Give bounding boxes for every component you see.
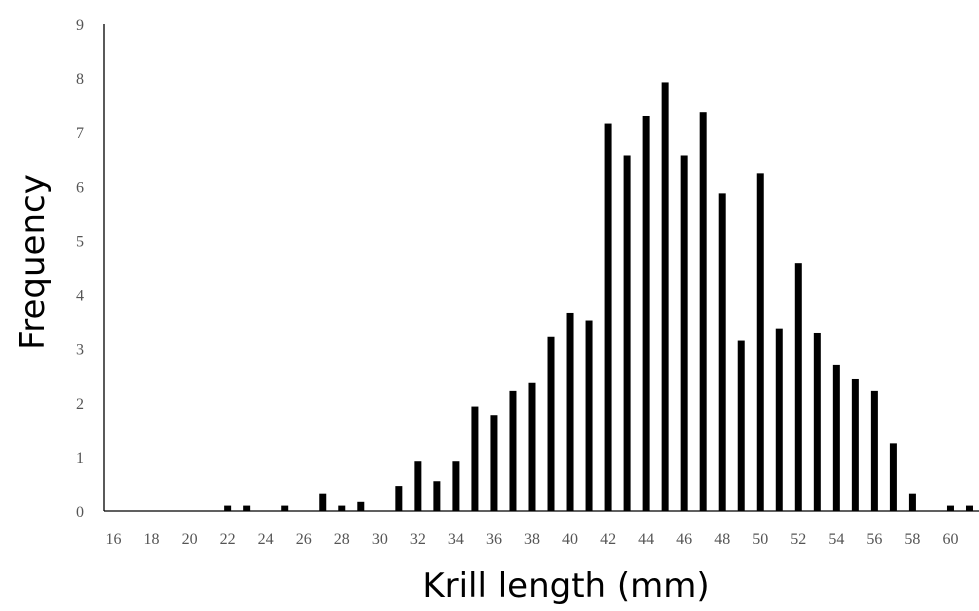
x-tick-label: 16 (106, 531, 122, 548)
x-tick-label: 46 (676, 531, 692, 548)
bar-22 (224, 505, 232, 511)
x-tick-label: 32 (410, 531, 426, 548)
y-tick-label: 0 (76, 504, 84, 521)
x-tick-label: 34 (448, 531, 464, 548)
bar-23 (243, 505, 251, 511)
x-tick-label: 40 (562, 531, 578, 548)
x-tick-label: 38 (524, 531, 540, 548)
x-tick-label: 50 (752, 531, 768, 548)
y-tick-label: 1 (76, 450, 84, 467)
x-tick-label: 54 (828, 531, 844, 548)
x-tick-label: 26 (296, 531, 312, 548)
x-tick-label: 30 (372, 531, 388, 548)
bar-58 (908, 493, 916, 511)
bar-47 (699, 112, 707, 511)
bar-48 (718, 193, 726, 511)
bar-53 (813, 332, 821, 511)
y-axis-title: Frequency (13, 174, 53, 350)
y-tick-label: 8 (76, 71, 84, 88)
x-tick-label: 60 (942, 531, 958, 548)
y-tick-label: 6 (76, 179, 84, 196)
bar-49 (737, 340, 745, 511)
bar-45 (661, 82, 669, 511)
bar-39 (547, 336, 555, 511)
histogram-bars (224, 82, 973, 512)
x-tick-label: 28 (334, 531, 350, 548)
y-tick-label: 9 (76, 17, 84, 34)
bar-46 (680, 155, 688, 512)
x-tick-label: 18 (144, 531, 160, 548)
x-tick-label: 22 (220, 531, 236, 548)
bar-33 (433, 481, 441, 511)
bar-25 (281, 505, 289, 511)
bar-40 (566, 312, 574, 511)
bar-52 (794, 263, 802, 511)
y-tick-label: 4 (76, 288, 84, 305)
bar-41 (585, 320, 593, 511)
x-tick-label: 36 (486, 531, 502, 548)
bar-28 (338, 505, 346, 511)
x-tick-label: 52 (790, 531, 806, 548)
bar-37 (509, 390, 517, 511)
bar-29 (357, 501, 365, 511)
bar-51 (775, 328, 783, 511)
bar-32 (414, 461, 422, 511)
bar-38 (528, 382, 536, 511)
y-tick-label: 3 (76, 342, 84, 359)
bar-60 (946, 505, 954, 511)
bar-56 (870, 390, 878, 511)
x-tick-label: 58 (904, 531, 920, 548)
bar-27 (319, 493, 327, 511)
x-tick-label: 42 (600, 531, 616, 548)
x-tick-label: 24 (258, 531, 274, 548)
y-tick-label: 5 (76, 233, 84, 250)
y-tick-label: 2 (76, 396, 84, 413)
x-tick-labels: 16 18 20 22 24 26 28 30 32 34 36 38 40 42 44 46 48 50 52 54… (106, 531, 959, 548)
bar-57 (889, 443, 897, 511)
x-tick-label: 48 (714, 531, 730, 548)
bar-34 (452, 461, 460, 511)
bar-54 (832, 364, 840, 511)
x-axis-title: Krill length (mm) (422, 566, 709, 606)
x-tick-label: 56 (866, 531, 882, 548)
bar-31 (395, 486, 403, 511)
bar-50 (756, 173, 764, 511)
bar-44 (642, 115, 650, 512)
x-tick-label: 44 (638, 531, 654, 548)
bar-35 (471, 406, 479, 511)
y-tick-label: 7 (76, 125, 84, 142)
bar-43 (623, 155, 631, 512)
bar-55 (851, 378, 859, 511)
y-tick-labels: 0 1 2 3 4 5 6 7 8 9 (76, 17, 84, 521)
bar-36 (490, 415, 498, 511)
bar-61 (965, 505, 973, 511)
bar-42 (604, 123, 612, 511)
x-tick-label: 20 (182, 531, 198, 548)
